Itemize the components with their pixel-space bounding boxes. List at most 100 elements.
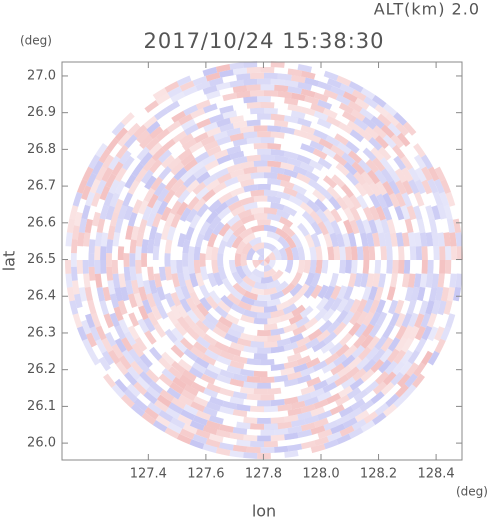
radar-cell: [133, 324, 146, 340]
radar-cell: [267, 352, 282, 360]
radar-cell: [287, 293, 302, 306]
radar-cell: [229, 168, 245, 179]
radar-cell: [327, 431, 342, 442]
radar-cell: [227, 327, 242, 339]
radar-cell: [166, 279, 176, 294]
radar-cell: [326, 412, 342, 424]
radar-cell: [277, 108, 292, 117]
radar-cell: [421, 260, 428, 274]
radar-cell: [386, 246, 393, 260]
radar-cell: [403, 246, 411, 260]
radar-cell: [83, 232, 91, 247]
radar-cell: [253, 388, 268, 395]
radar-cell: [301, 440, 316, 450]
radar-cell: [201, 154, 217, 166]
radar-cell: [440, 287, 450, 302]
radar-cell: [443, 300, 453, 315]
radar-cell: [264, 72, 278, 80]
radar-cell: [335, 414, 351, 426]
radar-cell: [362, 358, 377, 373]
radar-cell: [347, 232, 357, 247]
radar-cell: [416, 286, 426, 302]
radar-cell: [274, 428, 289, 436]
radar-cell: [187, 246, 195, 260]
radar-cell: [297, 429, 313, 439]
radar-cell: [412, 132, 425, 147]
radar-cell: [120, 168, 134, 183]
radar-cell: [402, 121, 417, 136]
radar-cell: [375, 135, 389, 149]
radar-cell: [213, 272, 224, 287]
radar-cell: [77, 232, 85, 247]
radar-cell: [99, 319, 111, 335]
radar-cell: [179, 80, 195, 92]
radar-cell: [310, 443, 326, 454]
radar-cell: [239, 386, 255, 395]
radar-cell: [82, 166, 94, 182]
radar-cell: [113, 306, 124, 322]
radar-cell: [283, 378, 299, 388]
radar-cell: [229, 62, 244, 70]
radar-cell: [158, 166, 172, 181]
radar-cell: [310, 103, 326, 114]
radar-cell: [165, 100, 181, 113]
radar-cell: [94, 246, 101, 260]
radar-cell: [289, 283, 303, 297]
radar-cell: [193, 396, 209, 407]
radar-cell: [120, 112, 135, 126]
radar-cell: [309, 210, 323, 225]
radar-cell: [315, 208, 329, 223]
radar-cell: [354, 323, 368, 338]
radar-cell: [330, 144, 345, 157]
radar-cell: [329, 104, 345, 116]
radar-cell: [98, 356, 111, 372]
radar-cell: [78, 218, 88, 233]
radar-cell: [308, 159, 324, 171]
radar-cell: [185, 208, 198, 223]
radar-cell: [342, 110, 357, 123]
radar-cell: [309, 387, 325, 399]
radar-cell: [183, 404, 199, 416]
radar-cell: [214, 167, 229, 179]
radar-cell: [280, 179, 295, 190]
radar-cell: [182, 138, 197, 151]
radar-cell: [333, 153, 348, 167]
radar-cell: [264, 423, 278, 430]
radar-cell: [128, 193, 140, 208]
radar-cell: [195, 319, 210, 334]
radar-cell: [205, 328, 221, 342]
radar-cell: [309, 140, 325, 152]
radar-cell: [228, 246, 237, 260]
radar-cell: [283, 341, 299, 352]
radar-cell: [114, 180, 126, 195]
radar-cell: [297, 117, 312, 128]
radar-cell: [212, 221, 225, 236]
radar-cell: [310, 232, 321, 248]
radar-cell: [366, 273, 375, 288]
radar-cell: [327, 78, 342, 89]
radar-cell: [253, 317, 268, 325]
radar-cell: [279, 292, 294, 304]
radar-cell: [317, 284, 329, 299]
radar-cell: [117, 132, 131, 147]
radar-cell: [246, 119, 261, 127]
radar-cell: [328, 342, 343, 356]
radar-cell: [362, 193, 375, 209]
radar-cell: [372, 157, 386, 172]
radar-cell: [270, 363, 285, 371]
radar-cell: [395, 273, 404, 288]
radar-cell: [313, 129, 329, 141]
radar-cell: [246, 247, 256, 260]
radar-cell: [293, 211, 308, 226]
radar-cell: [420, 192, 431, 207]
radar-cell: [382, 324, 395, 340]
radar-cell: [250, 90, 264, 97]
radar-cell: [427, 246, 434, 260]
radar-cell: [279, 216, 294, 228]
radar-cell: [284, 79, 299, 88]
radar-cell: [91, 313, 102, 328]
radar-cell: [111, 246, 119, 260]
radar-cell: [177, 272, 187, 288]
radar-cell: [123, 388, 138, 403]
radar-cell: [226, 163, 242, 174]
